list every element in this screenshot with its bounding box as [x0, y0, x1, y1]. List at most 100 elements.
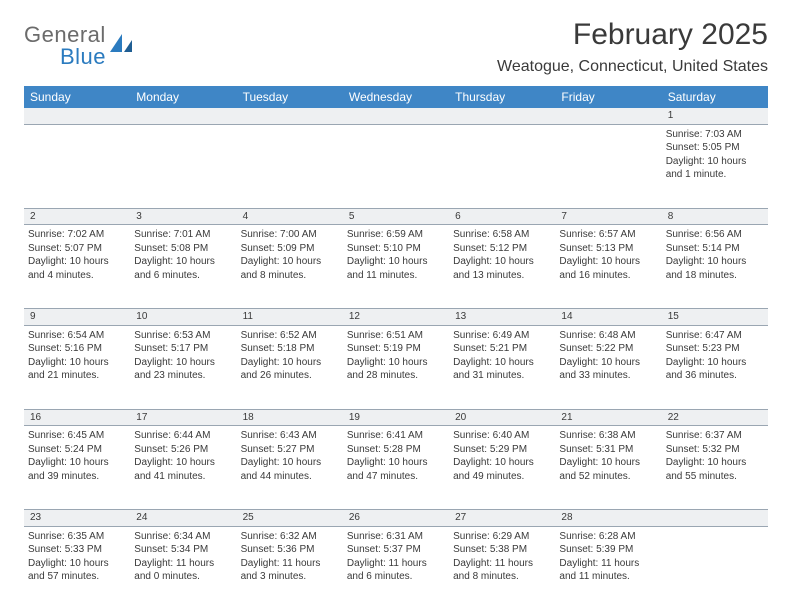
day-cell: Sunrise: 6:52 AMSunset: 5:18 PMDaylight:…	[237, 325, 343, 409]
day-detail-line: Sunrise: 6:40 AM	[453, 429, 551, 443]
day-detail-line: Daylight: 11 hours and 8 minutes.	[453, 557, 551, 584]
day-detail-line: Daylight: 10 hours and 36 minutes.	[666, 356, 764, 383]
day-cell: Sunrise: 6:59 AMSunset: 5:10 PMDaylight:…	[343, 225, 449, 309]
day-detail-line: Sunset: 5:17 PM	[134, 342, 232, 356]
day-detail-line: Sunset: 5:38 PM	[453, 543, 551, 557]
brand-word2: Blue	[60, 44, 106, 70]
day-number-cell: 19	[343, 409, 449, 426]
day-detail-line: Daylight: 10 hours and 52 minutes.	[559, 456, 657, 483]
day-detail-line: Daylight: 10 hours and 6 minutes.	[134, 255, 232, 282]
weekday-header: Friday	[555, 86, 661, 108]
day-detail-line: Sunset: 5:05 PM	[666, 141, 764, 155]
day-detail-line: Daylight: 11 hours and 6 minutes.	[347, 557, 445, 584]
day-detail-line: Sunset: 5:36 PM	[241, 543, 339, 557]
day-detail-line: Daylight: 10 hours and 8 minutes.	[241, 255, 339, 282]
day-cell: Sunrise: 7:00 AMSunset: 5:09 PMDaylight:…	[237, 225, 343, 309]
day-number-cell: 5	[343, 208, 449, 225]
day-detail-line: Daylight: 10 hours and 1 minute.	[666, 155, 764, 182]
day-detail-line: Sunrise: 6:48 AM	[559, 329, 657, 343]
day-number-cell	[24, 108, 130, 124]
day-detail-line: Sunset: 5:07 PM	[28, 242, 126, 256]
day-detail-line: Daylight: 11 hours and 3 minutes.	[241, 557, 339, 584]
calendar-table: Sunday Monday Tuesday Wednesday Thursday…	[24, 86, 768, 610]
day-number-cell: 23	[24, 510, 130, 527]
day-number-cell: 3	[130, 208, 236, 225]
day-number-cell	[130, 108, 236, 124]
day-number-row: 9101112131415	[24, 309, 768, 326]
day-number-cell: 27	[449, 510, 555, 527]
day-cell: Sunrise: 6:35 AMSunset: 5:33 PMDaylight:…	[24, 526, 130, 610]
day-number-cell	[662, 510, 768, 527]
day-detail-line: Sunrise: 6:51 AM	[347, 329, 445, 343]
day-cell: Sunrise: 6:41 AMSunset: 5:28 PMDaylight:…	[343, 426, 449, 510]
day-number-cell: 7	[555, 208, 661, 225]
day-detail-line: Daylight: 10 hours and 31 minutes.	[453, 356, 551, 383]
day-cell: Sunrise: 6:38 AMSunset: 5:31 PMDaylight:…	[555, 426, 661, 510]
day-cell: Sunrise: 6:53 AMSunset: 5:17 PMDaylight:…	[130, 325, 236, 409]
day-cell: Sunrise: 6:34 AMSunset: 5:34 PMDaylight:…	[130, 526, 236, 610]
day-detail-line: Sunrise: 7:01 AM	[134, 228, 232, 242]
day-cell	[449, 124, 555, 208]
day-detail-line: Sunrise: 6:43 AM	[241, 429, 339, 443]
day-cell: Sunrise: 6:54 AMSunset: 5:16 PMDaylight:…	[24, 325, 130, 409]
day-detail-line: Sunrise: 6:45 AM	[28, 429, 126, 443]
day-number-cell: 28	[555, 510, 661, 527]
day-detail-line: Sunrise: 6:54 AM	[28, 329, 126, 343]
weekday-header-row: Sunday Monday Tuesday Wednesday Thursday…	[24, 86, 768, 108]
day-cell: Sunrise: 6:48 AMSunset: 5:22 PMDaylight:…	[555, 325, 661, 409]
day-number-cell: 24	[130, 510, 236, 527]
day-cell	[662, 526, 768, 610]
day-detail-line: Daylight: 10 hours and 33 minutes.	[559, 356, 657, 383]
header: General Blue February 2025 Weatogue, Con…	[24, 18, 768, 76]
day-cell: Sunrise: 6:28 AMSunset: 5:39 PMDaylight:…	[555, 526, 661, 610]
day-number-row: 1	[24, 108, 768, 124]
day-number-cell: 14	[555, 309, 661, 326]
day-detail-line: Sunrise: 6:35 AM	[28, 530, 126, 544]
day-cell: Sunrise: 6:43 AMSunset: 5:27 PMDaylight:…	[237, 426, 343, 510]
day-detail-line: Sunset: 5:10 PM	[347, 242, 445, 256]
day-detail-line: Daylight: 10 hours and 28 minutes.	[347, 356, 445, 383]
weekday-header: Monday	[130, 86, 236, 108]
day-number-cell: 8	[662, 208, 768, 225]
day-number-row: 2345678	[24, 208, 768, 225]
day-detail-line: Sunrise: 7:03 AM	[666, 128, 764, 142]
day-detail-line: Sunset: 5:31 PM	[559, 443, 657, 457]
brand-logo: General Blue	[24, 22, 134, 70]
day-detail-line: Sunset: 5:32 PM	[666, 443, 764, 457]
day-detail-line: Daylight: 10 hours and 39 minutes.	[28, 456, 126, 483]
day-detail-line: Sunset: 5:23 PM	[666, 342, 764, 356]
day-cell	[237, 124, 343, 208]
day-number-row: 16171819202122	[24, 409, 768, 426]
day-detail-line: Daylight: 10 hours and 11 minutes.	[347, 255, 445, 282]
day-number-cell: 2	[24, 208, 130, 225]
day-cell: Sunrise: 6:29 AMSunset: 5:38 PMDaylight:…	[449, 526, 555, 610]
day-detail-line: Sunset: 5:39 PM	[559, 543, 657, 557]
day-detail-line: Daylight: 10 hours and 18 minutes.	[666, 255, 764, 282]
day-number-cell	[343, 108, 449, 124]
day-detail-line: Sunset: 5:29 PM	[453, 443, 551, 457]
day-detail-line: Sunset: 5:28 PM	[347, 443, 445, 457]
day-detail-line: Sunset: 5:33 PM	[28, 543, 126, 557]
day-cell	[555, 124, 661, 208]
day-detail-line: Sunset: 5:18 PM	[241, 342, 339, 356]
day-number-cell	[449, 108, 555, 124]
day-detail-line: Daylight: 10 hours and 55 minutes.	[666, 456, 764, 483]
day-detail-line: Daylight: 10 hours and 47 minutes.	[347, 456, 445, 483]
day-detail-line: Sunset: 5:21 PM	[453, 342, 551, 356]
day-detail-line: Sunrise: 6:31 AM	[347, 530, 445, 544]
day-cell	[24, 124, 130, 208]
day-detail-line: Daylight: 10 hours and 44 minutes.	[241, 456, 339, 483]
day-detail-line: Sunrise: 6:58 AM	[453, 228, 551, 242]
day-detail-line: Sunset: 5:27 PM	[241, 443, 339, 457]
day-detail-line: Daylight: 10 hours and 13 minutes.	[453, 255, 551, 282]
day-number-cell: 1	[662, 108, 768, 124]
day-number-cell: 22	[662, 409, 768, 426]
day-detail-line: Sunset: 5:08 PM	[134, 242, 232, 256]
week-row: Sunrise: 6:35 AMSunset: 5:33 PM Daylight:…	[24, 526, 768, 610]
day-number-row: 232425262728	[24, 510, 768, 527]
week-row: Sunrise: 7:03 AMSunset: 5:05 PMDaylight:…	[24, 124, 768, 208]
day-number-cell: 21	[555, 409, 661, 426]
day-detail-line: Daylight: 10 hours and 23 minutes.	[134, 356, 232, 383]
day-number-cell: 17	[130, 409, 236, 426]
day-cell: Sunrise: 6:45 AMSunset: 5:24 PMDaylight:…	[24, 426, 130, 510]
